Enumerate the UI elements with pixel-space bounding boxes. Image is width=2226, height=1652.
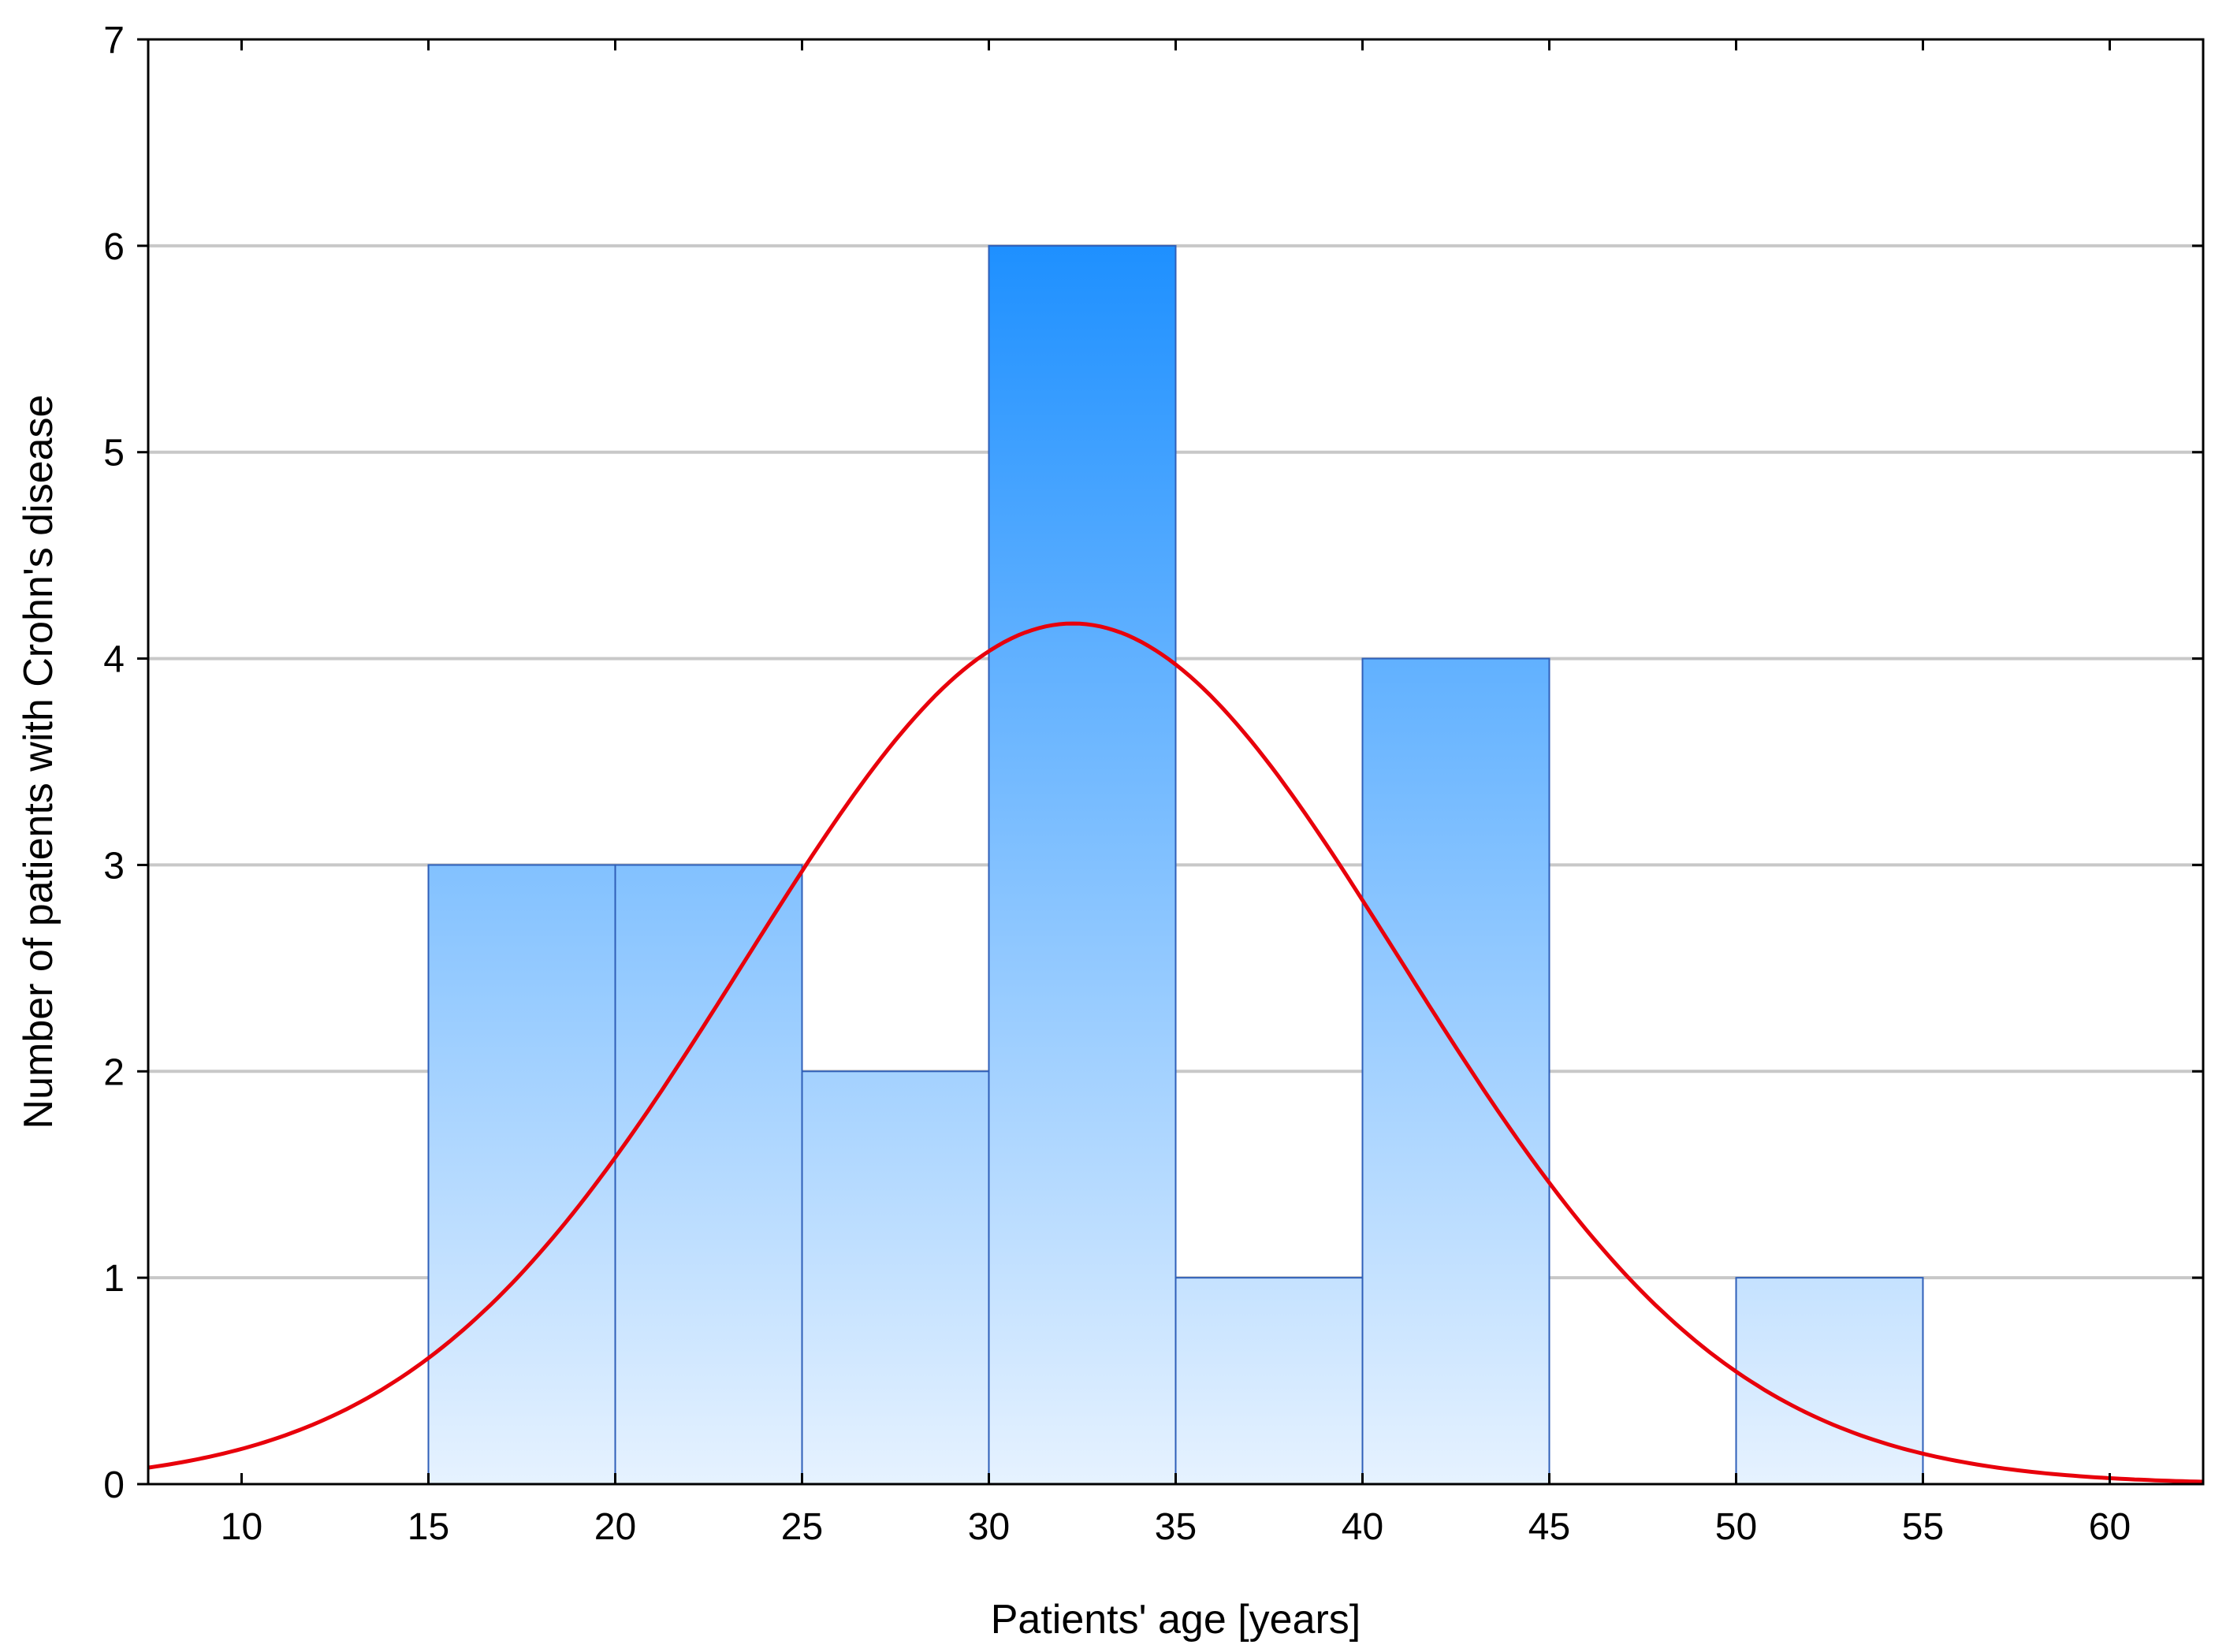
histogram-bar <box>801 1070 990 1486</box>
y-tick-label: 0 <box>103 1464 125 1506</box>
y-tick-label: 4 <box>103 639 125 681</box>
x-tick-label: 45 <box>1528 1506 1570 1548</box>
histogram-bar <box>1361 657 1550 1485</box>
x-tick-label: 40 <box>1342 1506 1383 1548</box>
y-tick-label: 2 <box>103 1051 125 1093</box>
histogram-bar <box>1735 1277 1924 1485</box>
x-tick-label: 60 <box>2089 1506 2131 1548</box>
histogram-bar <box>1174 1277 1364 1485</box>
x-tick-label: 15 <box>408 1506 449 1548</box>
x-tick-label: 25 <box>781 1506 823 1548</box>
normal-fit-curve <box>147 621 2204 1484</box>
histogram-bar <box>614 864 803 1485</box>
y-tick-label: 7 <box>103 20 125 61</box>
bars <box>427 244 1924 1486</box>
histogram-bar <box>988 244 1177 1485</box>
x-tick-label: 10 <box>221 1506 262 1548</box>
y-tick-label: 6 <box>103 226 125 268</box>
axes <box>137 38 2205 1486</box>
y-tick-label: 3 <box>103 845 125 887</box>
x-axis-title: Patients' age [years] <box>991 1597 1361 1643</box>
x-tick-label: 20 <box>594 1506 636 1548</box>
x-tick-label: 55 <box>1902 1506 1944 1548</box>
x-tick-label: 30 <box>968 1506 1010 1548</box>
x-tick-label: 50 <box>1715 1506 1757 1548</box>
y-tick-label: 5 <box>103 433 125 474</box>
histogram-bar <box>427 864 616 1485</box>
x-tick-label: 35 <box>1155 1506 1197 1548</box>
y-axis-title: Number of patients with Crohn's disease <box>16 395 61 1129</box>
y-tick-label: 1 <box>103 1258 125 1300</box>
labels: Patients' age [years] Number of patients… <box>16 20 2131 1643</box>
fit-curve-layer <box>147 621 2204 1484</box>
